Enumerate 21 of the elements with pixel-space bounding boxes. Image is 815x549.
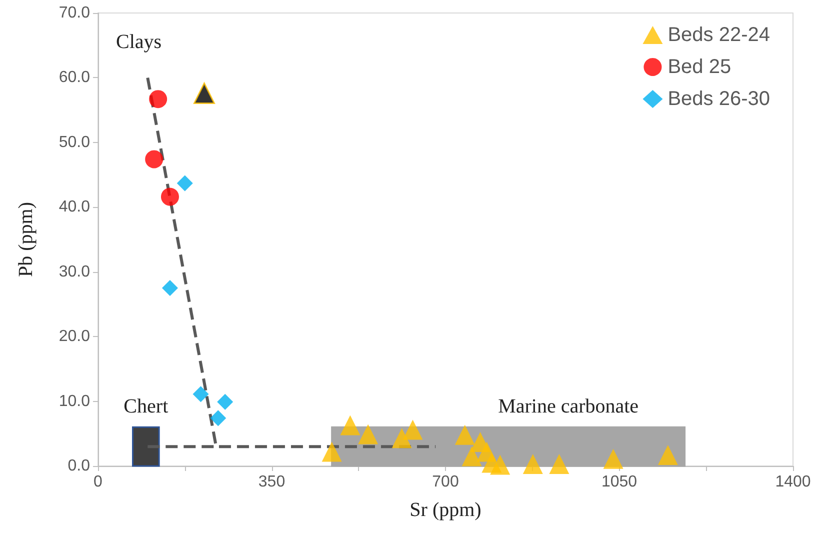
x-axis-title: Sr (ppm)	[410, 499, 482, 521]
y-tick-label: 10.0	[58, 392, 90, 410]
y-axis-title: Pb (ppm)	[15, 202, 37, 277]
annotation: Clays	[116, 31, 162, 53]
x-tick-label: 1050	[601, 474, 638, 490]
legend-label: Beds 22-24	[668, 24, 770, 46]
y-tick-label: 50.0	[58, 134, 90, 151]
y-tick-label: 0.0	[68, 458, 90, 474]
y-tick-label: 70.0	[58, 4, 90, 22]
x-tick-label: 700	[432, 474, 459, 490]
y-tick-label: 30.0	[58, 263, 90, 280]
band-label: Marine carbonate	[498, 395, 639, 418]
legend-label: Beds 26-30	[668, 88, 770, 110]
x-tick-label: 0	[94, 474, 103, 490]
legend-label: Bed 25	[668, 56, 732, 78]
band-label: Chert	[124, 395, 169, 418]
y-tick-label: 60.0	[58, 69, 90, 86]
x-tick-label: 350	[258, 474, 286, 490]
y-tick-label: 20.0	[58, 328, 90, 346]
x-tick-label: 1400	[775, 474, 811, 490]
y-tick-label: 40.0	[58, 198, 90, 216]
